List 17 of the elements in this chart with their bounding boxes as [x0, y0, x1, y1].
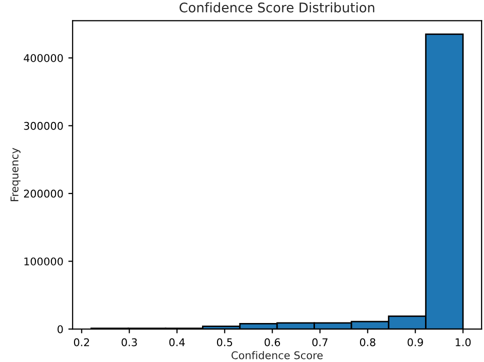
x-tick-label: 0.7: [312, 338, 328, 346]
x-tick-label: 1.0: [456, 338, 471, 346]
x-tick-label: 0.3: [122, 338, 137, 346]
y-tick-label: 200000: [24, 190, 63, 198]
x-tick-label: 0.9: [408, 338, 423, 346]
y-tick-label: 300000: [24, 122, 63, 130]
y-tick-label: 400000: [24, 54, 63, 62]
y-tick-label: 100000: [24, 257, 63, 266]
y-tick-label: 0: [58, 325, 63, 334]
chart-title: Confidence Score Distribution: [180, 2, 374, 12]
x-tick-label: 0.4: [169, 338, 185, 346]
x-axis-title: Confidence Score: [232, 351, 323, 360]
x-tick-label: 0.5: [216, 338, 232, 346]
x-tick-label: 0.2: [74, 338, 89, 346]
x-tick-label: 0.6: [264, 338, 280, 346]
y-axis-title: Frequency: [10, 148, 20, 202]
x-tick-label: 0.8: [360, 338, 376, 346]
